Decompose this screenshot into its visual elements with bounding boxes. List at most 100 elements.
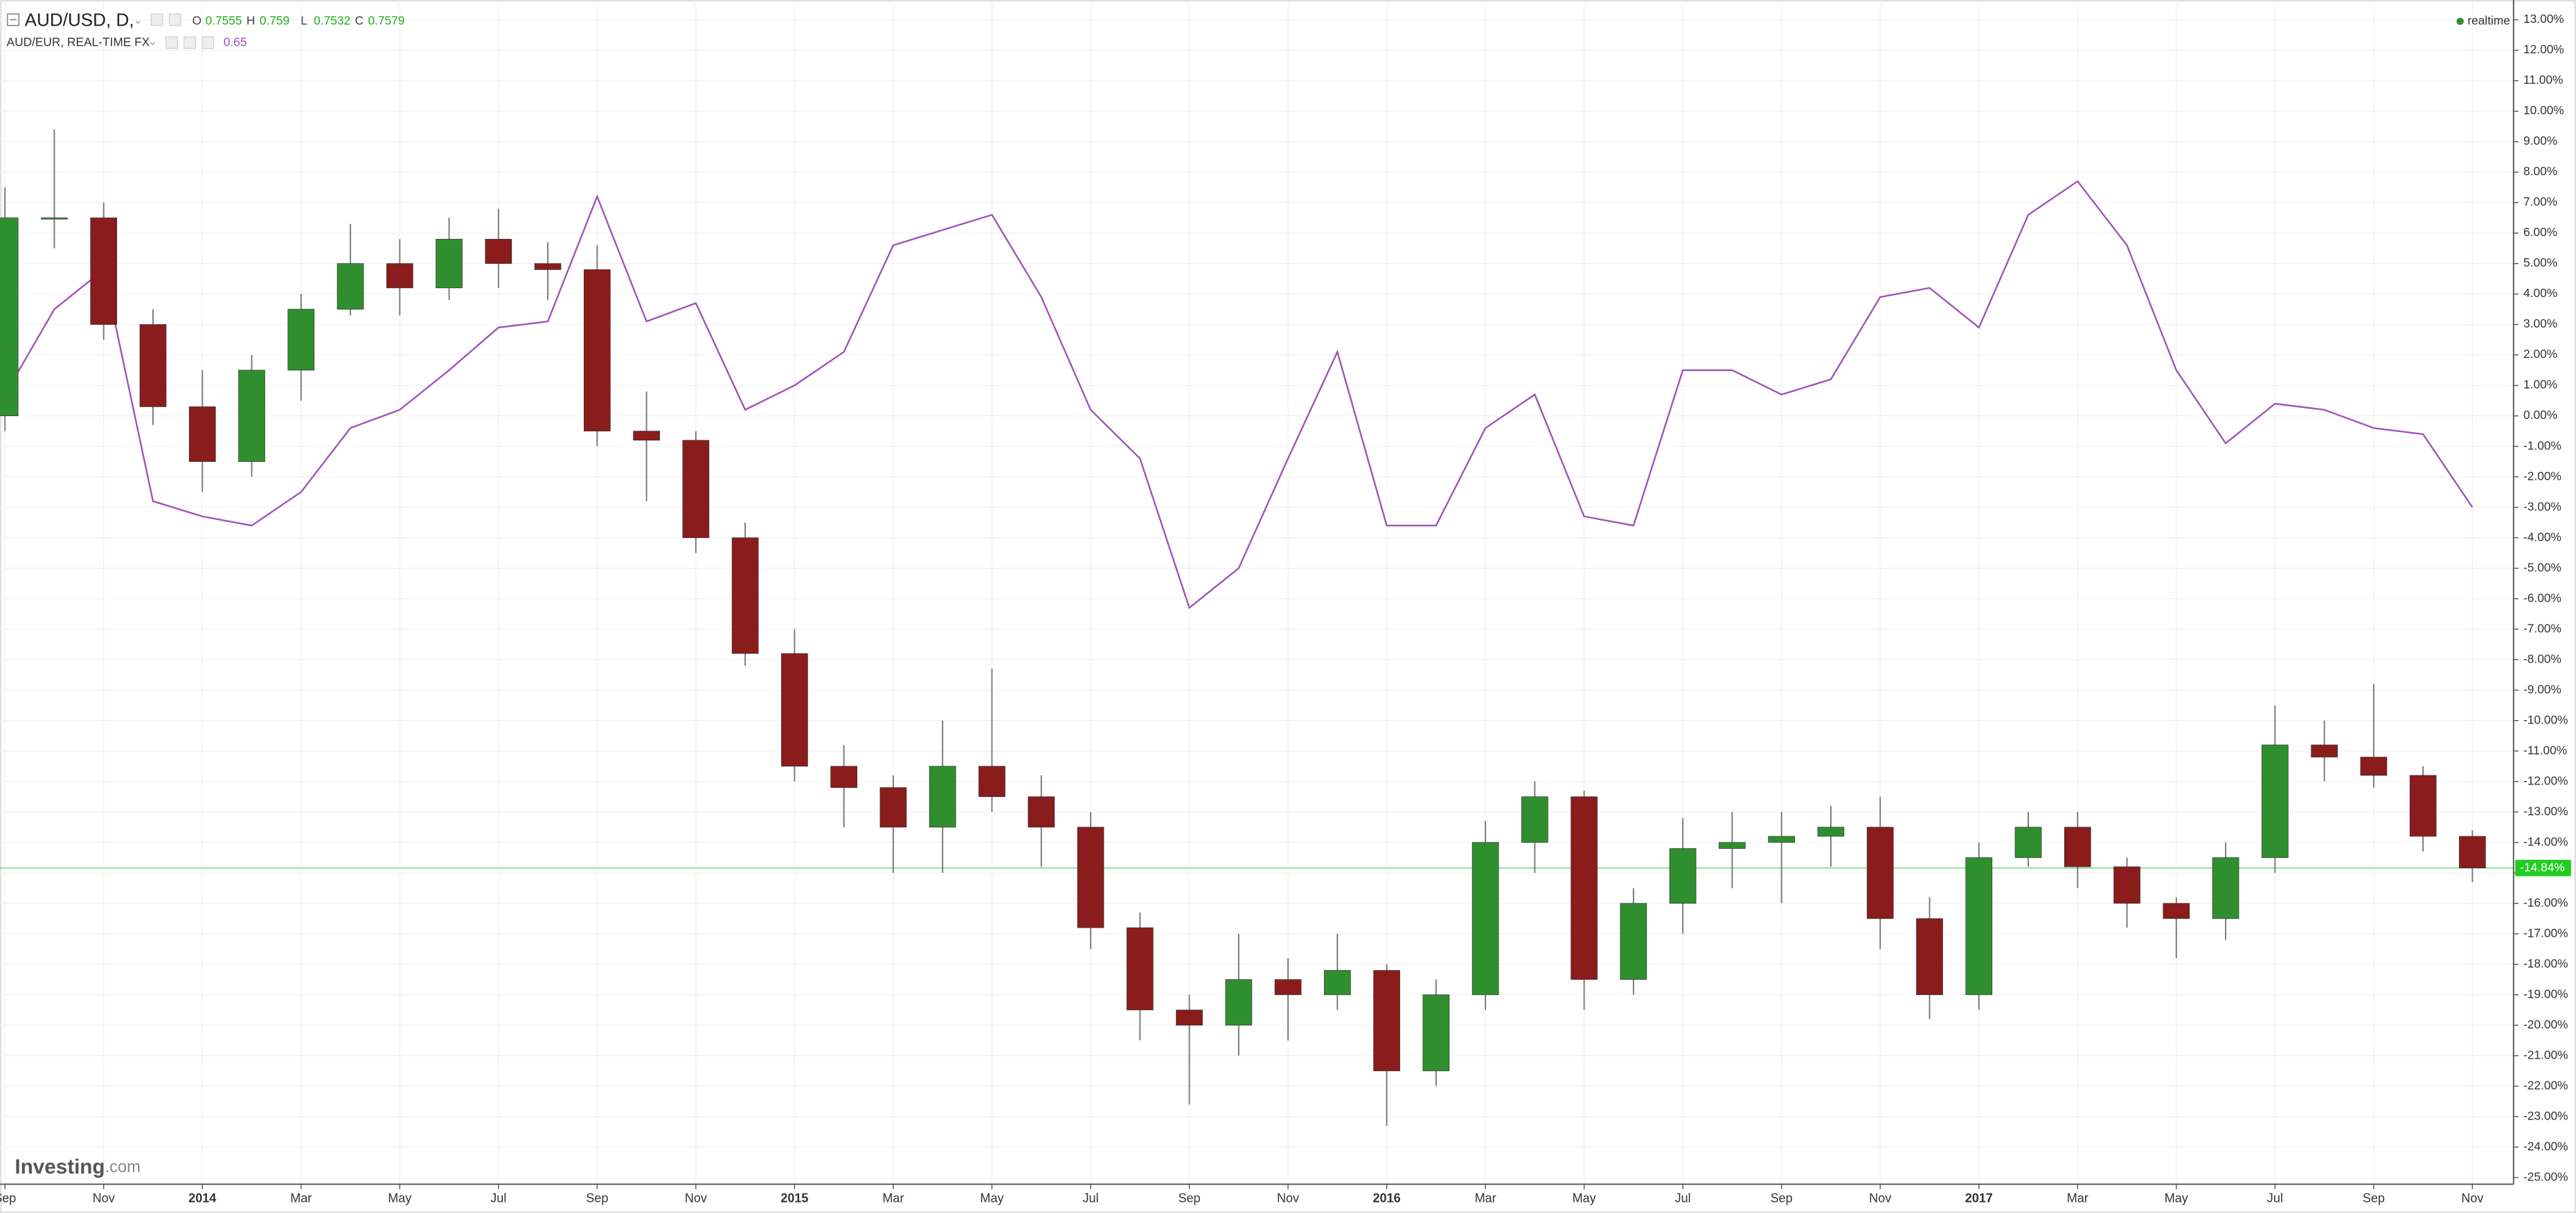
y-tick-label: -9.00% — [2523, 682, 2561, 696]
ohlc-value: 0.7579 — [368, 13, 404, 27]
y-tick-label: -14.00% — [2523, 834, 2568, 848]
candle-body — [1176, 1009, 1203, 1026]
y-tick-label: 5.00% — [2523, 255, 2557, 269]
candle-body — [1620, 903, 1647, 980]
candle-body — [584, 269, 611, 432]
axes: 13.00% 12.00% 11.00% 10.00% 9.00% 8.00% 7.00% 6… — [0, 12, 2571, 1205]
candle-body — [534, 263, 562, 270]
x-tick-label: Mar — [1475, 1192, 1496, 1205]
candle-body — [1817, 827, 1845, 837]
candle-body — [1916, 918, 1943, 996]
remove-icon[interactable] — [202, 36, 215, 49]
y-tick-label: -13.00% — [2523, 804, 2568, 818]
y-tick-label: 11.00% — [2523, 73, 2563, 87]
x-tick-label: Nov — [93, 1192, 115, 1205]
candle-body — [2064, 827, 2091, 868]
x-tick-label: Nov — [1869, 1192, 1891, 1205]
candle-body — [1571, 796, 1598, 980]
dropdown-caret[interactable]: ⌄ — [148, 35, 158, 48]
ohlc-values: O 0.7555 H 0.759 L 0.7532 C 0.7579 — [193, 13, 405, 27]
candle-body — [337, 263, 364, 310]
candle-body — [1373, 970, 1400, 1072]
candle-body — [0, 217, 19, 417]
y-tick-label: -24.00% — [2523, 1139, 2568, 1153]
x-tick-label: Sep — [2363, 1192, 2385, 1205]
y-tick-label: -6.00% — [2523, 591, 2561, 604]
candle-body — [682, 440, 710, 539]
status-label: realtime — [2467, 13, 2510, 27]
y-tick-label: -20.00% — [2523, 1017, 2568, 1031]
ohlc-letter: L — [301, 13, 307, 27]
hide-icon[interactable] — [184, 36, 196, 49]
x-tick-label: Mar — [2067, 1192, 2088, 1205]
y-tick-label: -21.00% — [2523, 1048, 2568, 1061]
hide-icon[interactable] — [168, 13, 181, 26]
candle-body — [1719, 842, 1746, 849]
candle-body — [1225, 979, 1253, 1026]
y-tick-label: 0.00% — [2523, 408, 2557, 422]
x-tick-label: Mar — [882, 1192, 904, 1205]
y-tick-label: 7.00% — [2523, 195, 2557, 208]
dropdown-caret[interactable]: ⌄ — [133, 13, 143, 26]
y-tick-label: -16.00% — [2523, 895, 2568, 909]
last-value-box — [2515, 859, 2571, 877]
candle-body — [633, 431, 660, 441]
settings-icon[interactable] — [166, 36, 178, 49]
candle-body — [1472, 842, 1499, 996]
candle-body — [2261, 744, 2289, 859]
candle-body — [2212, 857, 2239, 919]
candle-body — [1866, 827, 1894, 919]
candle-body — [2163, 903, 2190, 919]
ohlc-letter: C — [355, 13, 364, 27]
x-tick-label: Mar — [290, 1192, 312, 1205]
y-tick-label: 3.00% — [2523, 316, 2557, 330]
y-tick-label: -23.00% — [2523, 1108, 2568, 1122]
x-tick-label: Nov — [685, 1192, 707, 1205]
candle-body — [139, 324, 167, 407]
y-tick-label: -19.00% — [2523, 987, 2568, 1000]
y-tick-label: 2.00% — [2523, 347, 2557, 361]
x-tick-label: Sep — [0, 1192, 16, 1205]
y-tick-label: 8.00% — [2523, 164, 2557, 178]
candle-body — [2311, 744, 2338, 757]
candle-body — [1422, 994, 1450, 1072]
y-tick-label: -4.00% — [2523, 530, 2561, 543]
candle-body — [2459, 836, 2486, 869]
candle-body — [929, 766, 956, 828]
candle-body — [238, 370, 265, 462]
candle-body — [188, 406, 216, 462]
brand-suffix: .com — [105, 1158, 141, 1176]
x-tick-label: Sep — [586, 1192, 608, 1205]
x-tick-label: 2016 — [1373, 1192, 1401, 1205]
candle-body — [1077, 827, 1104, 928]
x-tick-label: Jul — [1082, 1192, 1098, 1205]
candle-body — [1028, 796, 1055, 828]
collapse-icon[interactable] — [6, 13, 20, 26]
x-tick-label: Jul — [2267, 1192, 2283, 1205]
candle-body — [485, 239, 512, 264]
candle-body — [879, 787, 907, 828]
last-value-label: -14.84% — [2520, 860, 2564, 874]
candle-body — [436, 239, 463, 289]
y-tick-label: 10.00% — [2523, 103, 2564, 117]
candle-body — [1323, 970, 1351, 996]
y-tick-label: 13.00% — [2523, 12, 2564, 26]
ohlc-value: 0.7555 — [206, 13, 242, 27]
compare-name: AUD/EUR, REAL-TIME FX — [7, 35, 150, 48]
brand-logo: Investing.com — [15, 1156, 141, 1178]
candle-body — [1521, 796, 1548, 843]
symbol-title: AUD/USD, D, — [25, 10, 134, 30]
candle-body — [2113, 866, 2140, 904]
y-tick-label: 1.00% — [2523, 377, 2557, 391]
compare-line — [4, 180, 2474, 609]
x-tick-label: May — [1573, 1192, 1596, 1205]
candle-body — [830, 766, 858, 788]
candle-body — [2409, 775, 2437, 837]
ohlc-letter: O — [193, 13, 202, 27]
y-tick-label: -5.00% — [2523, 560, 2561, 574]
x-tick-label: Jul — [490, 1192, 506, 1205]
settings-icon[interactable] — [150, 13, 163, 26]
x-tick-label: Nov — [2461, 1192, 2483, 1205]
x-tick-label: 2017 — [1965, 1192, 1993, 1205]
